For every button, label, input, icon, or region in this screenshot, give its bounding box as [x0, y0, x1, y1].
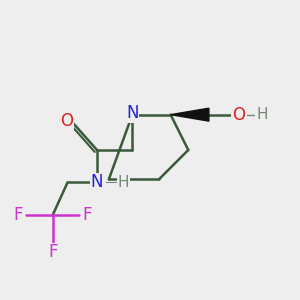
Text: F: F: [13, 206, 23, 224]
Polygon shape: [171, 108, 209, 121]
Text: O: O: [61, 112, 74, 130]
Text: F: F: [83, 206, 92, 224]
Text: O: O: [232, 106, 245, 124]
Text: H: H: [256, 107, 268, 122]
Text: F: F: [48, 244, 58, 262]
Text: N: N: [126, 104, 139, 122]
Text: H: H: [118, 175, 129, 190]
Text: N: N: [91, 173, 103, 191]
